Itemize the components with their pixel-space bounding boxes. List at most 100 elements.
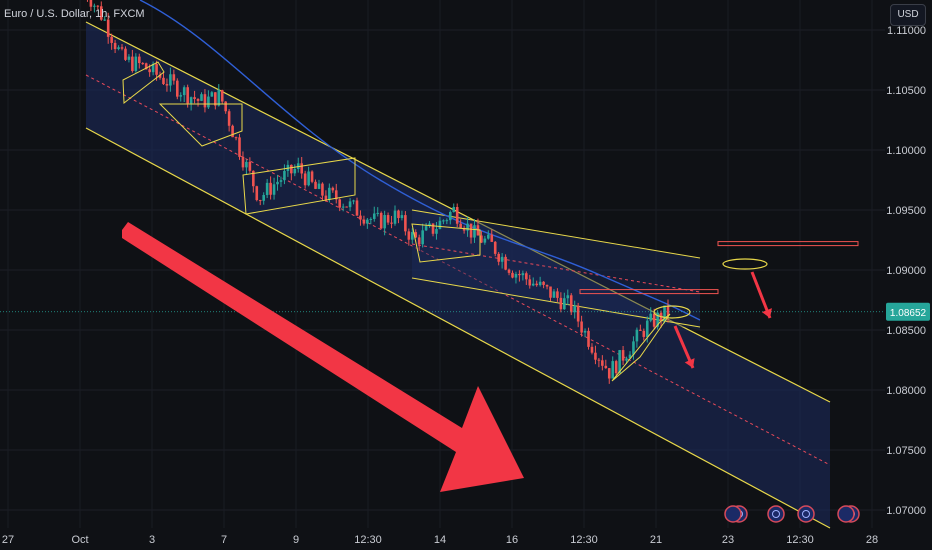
candle-body (649, 313, 653, 321)
candle-body (487, 234, 490, 239)
candle-body (476, 225, 480, 236)
candle-body (362, 219, 366, 224)
time-tick-label: 14 (434, 534, 446, 546)
candle-body (639, 329, 642, 331)
time-tick-label: Oct (71, 534, 88, 546)
candle-body (369, 218, 373, 220)
price-tick-label: 1.07500 (886, 445, 926, 457)
candle-body (452, 207, 456, 212)
candle-body (151, 63, 155, 73)
projection-arrow-upper-head (761, 308, 772, 318)
candle-body (317, 183, 321, 189)
candle-body (106, 19, 110, 37)
candle-body (193, 97, 196, 100)
candle-body (189, 97, 193, 104)
wedge-upper-line (411, 209, 701, 259)
candle-body (355, 200, 359, 216)
event-flag-icon-inner (802, 510, 810, 518)
candle-body (379, 212, 383, 229)
candle-body (162, 77, 165, 85)
event-flag-icon (837, 505, 855, 523)
candle-body (248, 161, 252, 171)
candle-body (542, 281, 545, 285)
candle-body (445, 220, 449, 222)
candle-body (587, 330, 590, 347)
candle-body (196, 99, 200, 101)
price-tick-label: 1.10500 (886, 85, 926, 97)
candle-body (473, 225, 476, 238)
candle-body (563, 298, 566, 310)
candle-body (421, 230, 424, 245)
candle-body (656, 312, 659, 327)
candle-body (303, 173, 307, 186)
candle-body (559, 297, 563, 310)
candle-body (521, 273, 525, 276)
candle-body (601, 360, 604, 366)
candle-body (148, 69, 151, 73)
candle-body (99, 6, 103, 20)
candle-body (103, 19, 107, 21)
pattern-flag (411, 223, 481, 263)
candle-body (262, 195, 265, 201)
resistance-zone-upper (717, 241, 859, 247)
candle-body (307, 171, 310, 186)
candle-body (217, 90, 221, 106)
candle-body (556, 291, 559, 298)
time-tick-label: 12:30 (570, 534, 598, 546)
candle-body (331, 187, 335, 191)
candle-body (203, 94, 207, 108)
candle-body (231, 125, 234, 138)
candle-body (410, 232, 414, 240)
candle-body (214, 92, 217, 106)
candle-body (200, 94, 203, 101)
resistance-zone-lower (579, 289, 719, 295)
candle-body (110, 36, 113, 43)
candle-body (642, 330, 646, 337)
candle-body (227, 111, 231, 126)
candle-body (435, 229, 438, 234)
candle-body (120, 47, 124, 49)
price-tick-label: 1.11000 (887, 25, 926, 37)
candle-body (580, 321, 583, 333)
time-axis[interactable]: 27 Oct 3 7 9 12:30 14 16 12:30 21 23 12:30 28 (2, 534, 878, 546)
candle-body (376, 212, 380, 214)
candle-body (186, 87, 189, 104)
candle-body (338, 199, 342, 208)
candle-body (272, 184, 276, 195)
candle-body (569, 295, 573, 313)
candle-body (459, 223, 462, 228)
candle-body (207, 96, 210, 108)
current-price-badge (886, 302, 930, 321)
candle-body (549, 286, 552, 298)
candle-body (607, 368, 611, 379)
price-tick-label: 1.09500 (886, 205, 926, 217)
pattern-rising-wedge (611, 313, 671, 382)
highlight-ellipse-lower (653, 305, 691, 319)
big-down-arrow (122, 222, 524, 492)
candle-body (397, 210, 400, 219)
candle-body (528, 279, 532, 286)
candle-body (255, 186, 259, 201)
candle-body (210, 92, 214, 97)
time-tick-label: 12:30 (354, 534, 382, 546)
candle-body (165, 84, 169, 86)
time-tick-label: 12:30 (786, 534, 814, 546)
candle-body (179, 95, 183, 97)
candle-body (127, 56, 131, 60)
currency-button[interactable]: USD (890, 4, 926, 26)
candle-body (321, 183, 324, 196)
annotations: 1.08652 (0, 222, 930, 523)
candle-body (666, 305, 670, 316)
price-tick-label: 1.08500 (886, 325, 926, 337)
candle-body (431, 223, 435, 234)
candle-body (566, 295, 570, 299)
price-axis[interactable]: 1.11000 1.10500 1.10000 1.09500 1.09000 1.085… (886, 25, 926, 517)
candle-body (137, 56, 141, 64)
candle-body (417, 237, 421, 245)
time-tick-label: 9 (293, 534, 299, 546)
candle-body (621, 350, 625, 361)
candle-body (141, 63, 145, 65)
candle-body (314, 181, 317, 189)
channel-lower-line (85, 127, 831, 529)
